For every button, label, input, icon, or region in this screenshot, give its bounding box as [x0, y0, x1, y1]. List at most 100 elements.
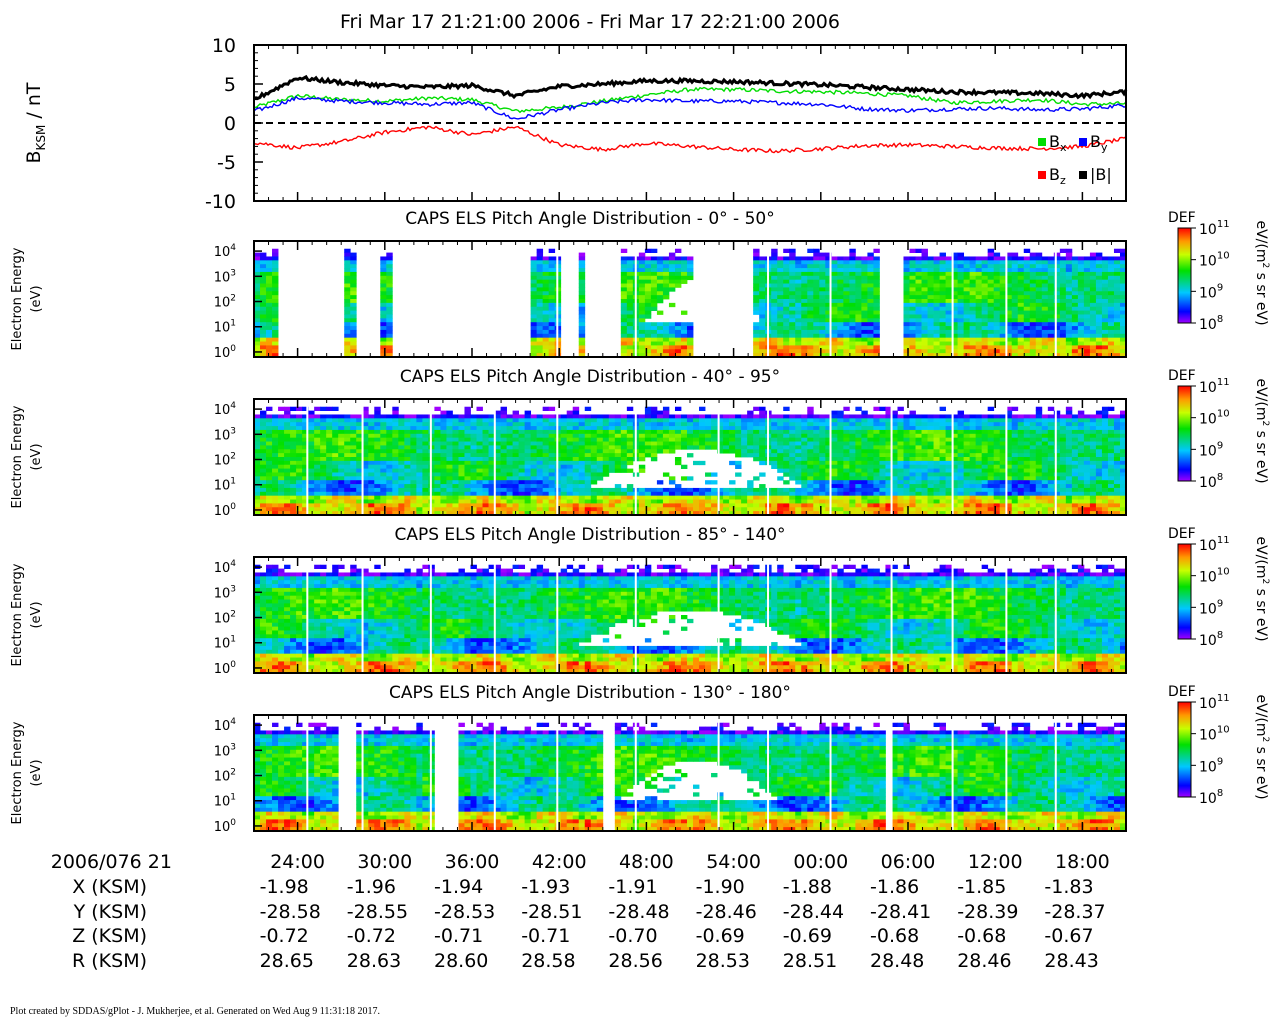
spectrogram-cell — [656, 480, 664, 485]
spectrogram-cell — [771, 333, 778, 339]
spectrogram-cell — [819, 472, 826, 477]
spectrogram-cell — [855, 495, 862, 500]
spectrogram-cell — [849, 491, 856, 497]
spectrogram-cell — [464, 453, 471, 458]
spectrogram-cell — [1065, 322, 1073, 327]
spectrogram-cell — [957, 271, 965, 277]
spectrogram-cell — [380, 503, 387, 508]
spectrogram-cell — [741, 511, 748, 516]
spectrogram-cell — [380, 418, 387, 423]
spectrogram-cell — [620, 418, 628, 423]
spectrogram-cell — [278, 433, 285, 439]
spectrogram-cell — [512, 495, 519, 500]
spectrogram-cell — [747, 487, 754, 493]
spectrogram-cell — [1059, 322, 1067, 327]
spectrogram-cell — [909, 322, 916, 327]
spectrogram-cell — [1011, 256, 1019, 261]
spectrogram-cell — [1065, 279, 1073, 284]
spectrogram-cell — [308, 437, 315, 442]
spectrogram-cell — [801, 437, 808, 442]
spectrogram-cell — [717, 487, 724, 493]
spectrogram-cell — [849, 484, 856, 489]
spectrogram-cell — [771, 460, 778, 466]
spectrogram-cell — [260, 318, 267, 323]
spectrogram-cell — [705, 433, 712, 439]
spectrogram-cell — [536, 495, 544, 500]
spectrogram-cell — [686, 268, 694, 273]
spectrogram-cell — [656, 264, 664, 269]
spectrogram-cell — [933, 299, 940, 304]
spectrogram-cell — [530, 329, 538, 335]
spectrogram-cell — [350, 445, 357, 450]
spectrogram-cell — [1083, 275, 1091, 281]
spectrogram-cell — [320, 437, 327, 442]
spectrogram-cell — [951, 322, 959, 327]
spectrogram-cell — [578, 299, 586, 304]
spectrogram-cell — [801, 345, 808, 350]
spectrogram-cell — [572, 472, 580, 477]
spectrogram-cell — [320, 464, 327, 469]
spectrogram-cell — [668, 491, 676, 497]
spectrogram-cell — [915, 337, 922, 342]
spectrogram-cell — [638, 287, 646, 292]
spectrogram-cell — [795, 426, 802, 431]
spectrogram-cell — [699, 414, 706, 419]
spectrogram-cell — [548, 341, 556, 346]
spectrogram-cell — [488, 457, 495, 462]
spectrogram-cell — [885, 457, 892, 462]
spectrogram-cell — [1011, 333, 1019, 339]
spectrogram-cell — [789, 248, 796, 253]
spectrogram-cell — [1095, 318, 1103, 323]
spectrogram-cell — [993, 287, 1001, 292]
spectrogram-cell — [861, 291, 868, 296]
spectrogram-cell — [723, 495, 730, 500]
spectrogram-cell — [867, 437, 874, 442]
spectrogram-cell — [777, 511, 784, 516]
spectrogram-cell — [999, 326, 1007, 331]
spectrogram-cell — [1017, 306, 1025, 311]
spectrogram-cell — [290, 468, 297, 473]
spectrogram-cell — [1029, 345, 1037, 350]
spectrogram-cell — [686, 453, 694, 458]
spectrogram-cell — [819, 322, 826, 327]
spectrogram-cell — [849, 495, 856, 500]
spectrogram-cell — [849, 248, 856, 253]
spectrogram-cell — [885, 499, 892, 504]
spectrogram-cell — [771, 256, 778, 261]
spectrogram-cell — [1107, 291, 1115, 296]
spectrogram-cell — [1005, 326, 1013, 331]
spectrogram-cell — [284, 410, 291, 415]
spectrogram-cell — [1077, 268, 1085, 273]
spectrogram-cell — [536, 314, 544, 319]
spectrogram-cell — [753, 414, 760, 419]
spectrogram-cell — [518, 457, 526, 462]
spectrogram-cell — [662, 287, 670, 292]
spectrogram-cell — [578, 414, 586, 419]
spectrogram-cell — [446, 422, 453, 427]
spectrogram-cell — [662, 418, 670, 423]
spectrogram-cell — [957, 299, 965, 304]
spectrogram-cell — [801, 302, 808, 308]
spectrogram-cell — [771, 248, 778, 253]
spectrogram-cell — [807, 299, 814, 304]
spectrogram-cell — [662, 487, 670, 493]
spectrogram-cell — [506, 445, 513, 450]
spectrogram-cell — [662, 426, 670, 431]
spectrogram-cell — [987, 314, 995, 319]
spectrogram-cell — [638, 260, 646, 265]
spectrogram-cell — [668, 353, 676, 358]
spectrogram-cell — [825, 445, 832, 450]
spectrogram-cell — [410, 453, 417, 458]
spectrogram-cell — [662, 414, 670, 419]
spectrogram-cell — [650, 306, 658, 311]
spectrogram-cell — [266, 314, 273, 319]
spectrogram-cell — [933, 337, 940, 342]
spectrogram-cell — [674, 329, 682, 335]
spectrogram-cell — [476, 433, 483, 439]
spectrogram-cell — [560, 437, 568, 442]
spectrogram-cell — [1089, 333, 1097, 339]
spectrogram-cell — [867, 256, 874, 261]
spectrogram-cell — [915, 349, 922, 354]
spectrogram-cell — [855, 472, 862, 477]
